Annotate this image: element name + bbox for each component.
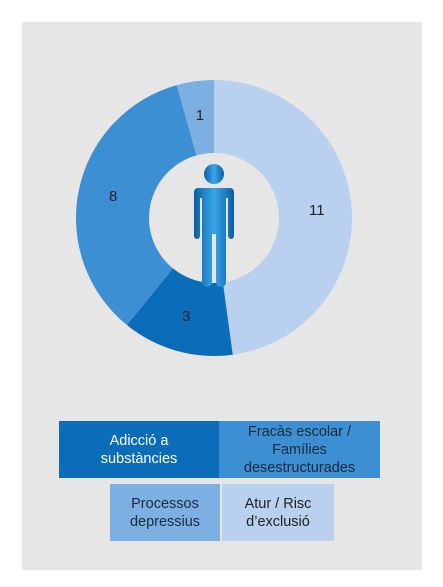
legend-item: Atur / Risc d’exclusió (222, 484, 334, 541)
legend-item: Processos depressius (110, 484, 220, 541)
legend-label: Atur / Risc d’exclusió (244, 495, 312, 530)
slice (126, 268, 233, 357)
legend-item: Fracàs escolar / Famílies desestructurad… (219, 421, 380, 478)
slice (176, 80, 214, 156)
data-label: 11 (309, 202, 325, 219)
data-label: 3 (182, 308, 190, 325)
data-label: 8 (109, 188, 117, 205)
legend-label: Fracàs escolar / Famílies desestructurad… (243, 423, 356, 476)
person-icon (194, 164, 234, 287)
legend-label: Adicció a substàncies (100, 432, 178, 467)
slice (214, 80, 353, 355)
data-label: 1 (196, 107, 204, 124)
slice (76, 85, 197, 326)
legend-item: Adicció a substàncies (59, 421, 219, 478)
legend-label: Processos depressius (129, 495, 201, 530)
